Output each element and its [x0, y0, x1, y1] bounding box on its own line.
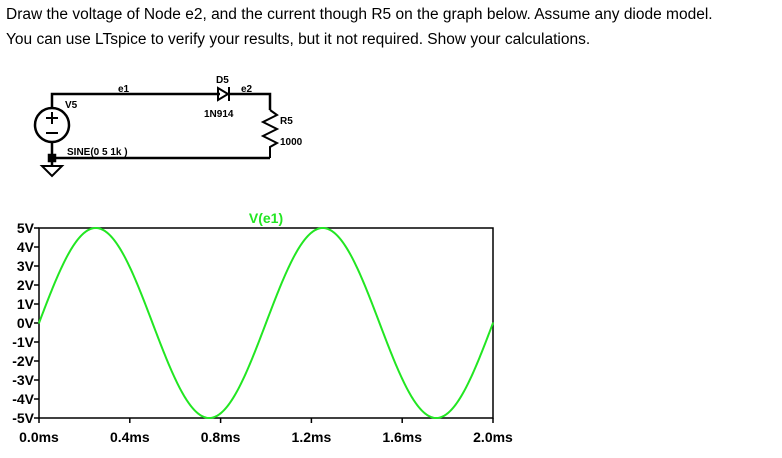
source-name: V5 [65, 100, 78, 111]
schematic [33, 86, 280, 178]
node-e2-label: e2 [241, 84, 253, 95]
data-point [117, 245, 120, 247]
data-point [163, 351, 165, 354]
data-point [242, 378, 245, 380]
data-point [299, 245, 301, 247]
source-value: SINE(0 5 1k ) [67, 147, 128, 158]
data-point [60, 266, 63, 268]
x-tick-label: 0.4ms [110, 429, 150, 445]
x-tick-label: 1.6ms [382, 429, 422, 445]
data-point [492, 322, 494, 324]
voltage-source-v5 [33, 106, 71, 144]
question-line-2: You can use LTspice to verify your resul… [6, 31, 591, 48]
data-point [49, 292, 52, 295]
data-point [424, 412, 426, 415]
data-point [72, 245, 74, 247]
data-point [412, 399, 415, 401]
data-point [356, 266, 358, 268]
data-point [287, 266, 290, 268]
y-tick-label: 2V [17, 277, 35, 293]
node-e1-label: e1 [118, 84, 130, 95]
y-tick-label: 1V [17, 296, 35, 312]
data-point [435, 417, 438, 419]
diode-name: D5 [216, 75, 229, 86]
resistor-name: R5 [280, 116, 293, 127]
diode-model: 1N914 [204, 109, 234, 120]
y-tick-label: 4V [17, 239, 35, 255]
data-point [185, 399, 188, 401]
x-tick-label: 2.0ms [473, 429, 513, 445]
data-point [83, 231, 86, 234]
data-point [390, 351, 392, 354]
top-wire-right [230, 92, 272, 110]
y-tick-label: -2V [12, 353, 34, 369]
data-point [367, 292, 369, 295]
data-point [219, 412, 222, 415]
data-point [265, 322, 267, 324]
data-point [276, 292, 279, 295]
resistor-r5 [260, 109, 280, 158]
data-point [140, 292, 142, 295]
data-point [344, 245, 347, 247]
y-tick-label: -5V [12, 410, 34, 426]
data-point [38, 322, 40, 324]
data-point [446, 412, 449, 415]
question-line-1: Draw the voltage of Node e2, and the cur… [6, 6, 713, 23]
y-tick-label: -1V [12, 334, 34, 350]
y-tick-label: 5V [17, 220, 35, 236]
data-point [106, 231, 108, 234]
y-tick-label: 0V [17, 315, 35, 331]
y-tick-label: 3V [17, 258, 35, 274]
x-tick-label: 0.0ms [19, 429, 59, 445]
data-point [174, 378, 176, 380]
data-point [231, 399, 233, 401]
data-point [208, 417, 211, 419]
ground-icon [39, 165, 65, 178]
chart: V(e1) 0.0ms 0.4ms 0.8ms 1.2ms 1.6ms 2.0ms 5V 4V… [12, 210, 513, 445]
data-point [401, 378, 404, 380]
resistor-value: 1000 [280, 137, 303, 148]
data-point [458, 399, 460, 401]
x-tick-label: 0.8ms [201, 429, 241, 445]
data-point [378, 322, 381, 324]
data-point [151, 322, 154, 324]
y-tick-label: -3V [12, 372, 34, 388]
data-point [253, 351, 256, 354]
y-tick-label: -4V [12, 391, 34, 407]
chart-title: V(e1) [249, 210, 283, 226]
data-point [480, 351, 483, 354]
data-point [469, 378, 472, 380]
data-point [310, 231, 313, 234]
data-point [333, 231, 335, 234]
diode-d5-icon [217, 86, 230, 102]
data-point [321, 227, 324, 229]
data-point [94, 227, 97, 229]
data-point [197, 412, 199, 415]
x-tick-label: 1.2ms [292, 429, 332, 445]
data-point [129, 266, 131, 268]
top-wire [50, 92, 220, 107]
